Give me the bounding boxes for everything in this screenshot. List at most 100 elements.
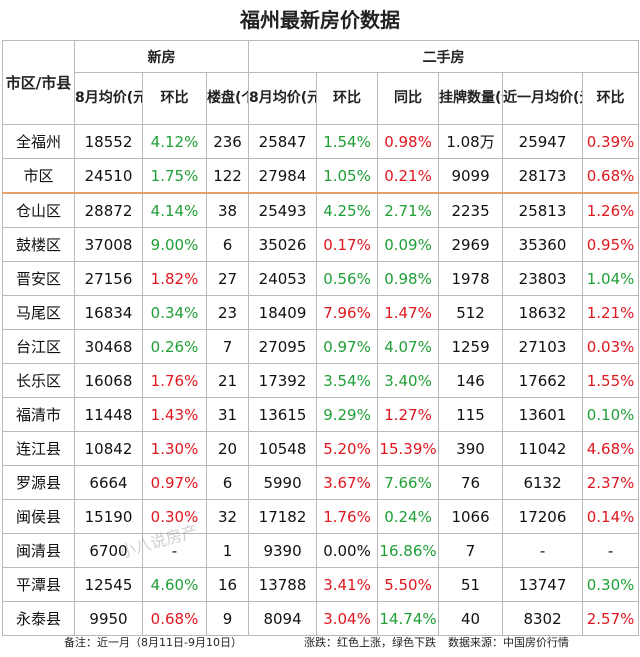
sh-price-cell: 13615 [248, 397, 318, 432]
footer: 备注：近一月（8月11日-9月10日） 涨跌：红色上涨，绿色下跌 数据来源：中国… [0, 630, 640, 654]
header-new-mom: 环比 [142, 72, 207, 125]
sh-yoy-cell: 5.50% [377, 567, 440, 602]
sh-price-cell: 8094 [248, 601, 318, 636]
projects-cell: 27 [205, 261, 250, 296]
recent-price-cell: 13601 [502, 397, 584, 432]
new-mom-cell: 4.60% [142, 567, 207, 602]
region-cell: 永泰县 [2, 601, 75, 636]
header-sh-mom: 环比 [316, 72, 379, 125]
sh-mom-cell: 9.29% [316, 397, 379, 432]
new-mom-cell: 1.30% [142, 431, 207, 466]
header-second-hand: 二手房 [248, 40, 640, 73]
new-price-cell: 11448 [74, 397, 143, 432]
table-row: 台江区 30468 0.26% 7 27095 0.97% 4.07% 1259 27103 0.… [2, 329, 640, 364]
projects-cell: 6 [205, 465, 250, 500]
listings-cell: 115 [438, 397, 504, 432]
recent-price-cell: 28173 [502, 158, 584, 194]
new-mom-cell: 0.68% [142, 601, 207, 636]
header-sh-yoy: 同比 [377, 72, 440, 125]
recent-mom-cell: 0.68% [582, 158, 640, 194]
sh-mom-cell: 3.54% [316, 363, 379, 398]
page-title: 福州最新房价数据 [240, 8, 400, 32]
sh-yoy-cell: 16.86% [377, 533, 440, 568]
sh-price-cell: 25493 [248, 192, 318, 228]
new-mom-cell: 1.76% [142, 363, 207, 398]
listings-cell: 51 [438, 567, 504, 602]
new-price-cell: 10842 [74, 431, 143, 466]
recent-mom-cell: 0.30% [582, 567, 640, 602]
projects-cell: 32 [205, 499, 250, 534]
recent-mom-cell: 0.39% [582, 124, 640, 159]
projects-cell: 236 [205, 124, 250, 159]
region-cell: 福清市 [2, 397, 75, 432]
table-row: 闽清县 6700-1 9390 0.00% 16.86% 7- - [2, 533, 640, 568]
sh-yoy-cell: 14.74% [377, 601, 440, 636]
sh-price-cell: 27984 [248, 158, 318, 194]
sh-mom-cell: 1.76% [316, 499, 379, 534]
listings-cell: 7 [438, 533, 504, 568]
sh-yoy-cell: 0.21% [377, 158, 440, 194]
region-cell: 仓山区 [2, 192, 75, 228]
table-row: 鼓楼区 37008 9.00% 6 35026 0.17% 0.09% 2969 35360 0.… [2, 227, 640, 262]
recent-price-cell: 18632 [502, 295, 584, 330]
region-cell: 长乐区 [2, 363, 75, 398]
new-mom-cell: 4.12% [142, 124, 207, 159]
new-price-cell: 18552 [74, 124, 143, 159]
sh-yoy-cell: 1.47% [377, 295, 440, 330]
projects-cell: 1 [205, 533, 250, 568]
region-cell: 闽清县 [2, 533, 75, 568]
new-price-cell: 16068 [74, 363, 143, 398]
recent-mom-cell: 2.37% [582, 465, 640, 500]
listings-cell: 390 [438, 431, 504, 466]
recent-mom-cell: 0.14% [582, 499, 640, 534]
listings-cell: 1978 [438, 261, 504, 296]
table-row: 福清市 11448 1.43% 31 13615 9.29% 1.27% 115 13601 0.… [2, 397, 640, 432]
projects-cell: 20 [205, 431, 250, 466]
table-row: 罗源县 6664 0.97% 6 5990 3.67% 7.66% 76 6132 2.37% [2, 465, 640, 500]
header-new-house: 新房 [73, 40, 250, 73]
recent-price-cell: 17206 [502, 499, 584, 534]
recent-price-cell: 17662 [502, 363, 584, 398]
sh-mom-cell: 4.25% [316, 192, 379, 228]
recent-price-cell: 8302 [502, 601, 584, 636]
table-row: 马尾区 16834 0.34% 23 18409 7.96% 1.47% 512 18632 1.… [2, 295, 640, 330]
sh-mom-cell: 3.41% [316, 567, 379, 602]
recent-price-cell: 35360 [502, 227, 584, 262]
sh-price-cell: 13788 [248, 567, 318, 602]
sh-mom-cell: 0.17% [316, 227, 379, 262]
sh-mom-cell: 5.20% [316, 431, 379, 466]
new-price-cell: 12545 [74, 567, 143, 602]
projects-cell: 38 [205, 192, 250, 228]
new-price-cell: 30468 [74, 329, 143, 364]
sh-price-cell: 18409 [248, 295, 318, 330]
new-price-cell: 37008 [74, 227, 143, 262]
projects-cell: 6 [205, 227, 250, 262]
header-listings: 挂牌数量(套) [438, 72, 504, 125]
new-mom-cell: 0.30% [142, 499, 207, 534]
region-cell: 马尾区 [2, 295, 75, 330]
recent-mom-cell: 1.04% [582, 261, 640, 296]
header-recent-mom: 环比 [582, 72, 640, 125]
sh-yoy-cell: 0.98% [377, 124, 440, 159]
recent-price-cell: 13747 [502, 567, 584, 602]
new-mom-cell: 1.82% [142, 261, 207, 296]
sh-yoy-cell: 4.07% [377, 329, 440, 364]
sh-mom-cell: 1.05% [316, 158, 379, 194]
region-cell: 鼓楼区 [2, 227, 75, 262]
recent-price-cell: 25947 [502, 124, 584, 159]
sh-yoy-cell: 3.40% [377, 363, 440, 398]
table-body: 全福州 18552 4.12% 236 25847 1.54% 0.98% 1.08万 2594… [2, 124, 640, 636]
projects-cell: 7 [205, 329, 250, 364]
new-mom-cell: 0.34% [142, 295, 207, 330]
new-mom-cell: 1.75% [142, 158, 207, 194]
sh-mom-cell: 0.00% [316, 533, 379, 568]
recent-mom-cell: 4.68% [582, 431, 640, 466]
region-cell: 晋安区 [2, 261, 75, 296]
listings-cell: 40 [438, 601, 504, 636]
sh-price-cell: 24053 [248, 261, 318, 296]
sh-yoy-cell: 2.71% [377, 192, 440, 228]
new-price-cell: 24510 [74, 158, 143, 194]
header-sh-price: 8月均价(元/㎡) [248, 72, 318, 125]
recent-price-cell: 25813 [502, 192, 584, 228]
footer-source: 数据来源：中国房价行情 [448, 636, 569, 649]
